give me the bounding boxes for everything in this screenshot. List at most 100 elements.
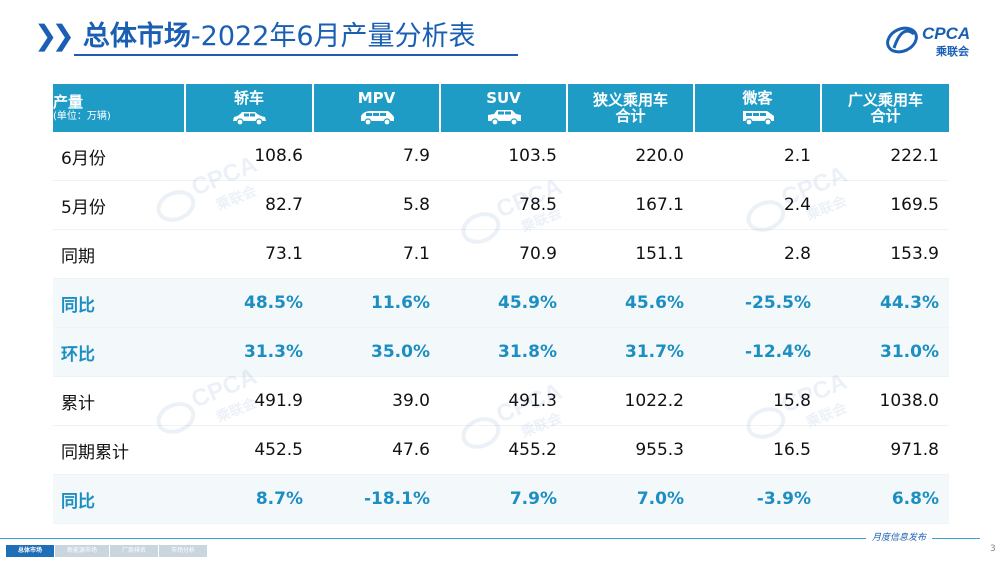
header-narrow-total-line1: 狭义乘用车 (592, 91, 668, 109)
table-row: 同期 73.1 7.1 70.9 151.1 2.8 153.9 (53, 229, 949, 279)
table-row: 6月份 108.6 7.9 103.5 220.0 2.1 222.1 (53, 132, 949, 181)
table-cell: 151.1 (567, 229, 694, 279)
cpca-logo: CPCA 乘联会 (886, 24, 970, 58)
page-title-group: ❯❯ 总体市场-2022年6月产量分析表 (34, 16, 476, 56)
header-production: 产量 (单位：万辆) (53, 84, 186, 132)
header-broad-total-line2: 合计 (870, 107, 901, 125)
header-narrow-total-line2: 合计 (615, 107, 646, 125)
table-cell: 31.7% (567, 327, 694, 377)
tab-overall-market[interactable]: 总体市场 (6, 545, 55, 557)
table-cell: 11.6% (313, 278, 440, 328)
page-title-bold: 总体市场 (82, 20, 191, 52)
row-label: 环比 (53, 327, 185, 377)
header-sedan: 轿车 (185, 84, 314, 132)
table-cell: 6.8% (821, 474, 949, 524)
table-row: 同期累计 452.5 47.6 455.2 955.3 16.5 971.8 (53, 425, 949, 475)
table-cell: 16.5 (694, 425, 821, 475)
table-cell: 5.8 (313, 180, 440, 230)
table-cell: 45.9% (440, 278, 567, 328)
row-label: 5月份 (53, 180, 185, 230)
table-cell: 15.8 (694, 376, 821, 426)
table-cell: 955.3 (567, 425, 694, 475)
table-cell: 169.5 (821, 180, 949, 230)
header-minivan: 微客 (694, 84, 822, 132)
table-cell: 44.3% (821, 278, 949, 328)
table-cell: 220.0 (567, 132, 694, 181)
header-unit: (单位：万辆) (53, 110, 111, 122)
page-title: 总体市场-2022年6月产量分析表 (83, 23, 476, 50)
mpv-icon (360, 111, 394, 126)
table-cell: 7.9% (440, 474, 567, 524)
logo-text: CPCA (922, 24, 970, 43)
footer-tabs: 总体市场 新能源市场 厂商排名 市场分析 (6, 545, 208, 557)
footer: 总体市场 新能源市场 厂商排名 市场分析 月度信息发布 3 (0, 516, 1004, 562)
header-production-label: 产量 (53, 92, 84, 111)
table-cell: 1022.2 (567, 376, 694, 426)
footer-divider (0, 538, 980, 539)
monthly-release-label: 月度信息发布 (866, 530, 933, 543)
table-cell: 31.8% (440, 327, 567, 377)
table-cell: -12.4% (694, 327, 821, 377)
table-cell: 167.1 (567, 180, 694, 230)
table-cell: 1038.0 (821, 376, 949, 426)
suv-icon (487, 110, 521, 126)
table-cell: 73.1 (185, 229, 313, 279)
header-broad-total-line1: 广义乘用车 (847, 91, 923, 109)
table-cell: 455.2 (440, 425, 567, 475)
table-cell: 2.1 (694, 132, 821, 181)
table-cell: 31.3% (185, 327, 313, 377)
header-suv-label: SUV (486, 89, 521, 107)
table-row: 5月份 82.7 5.8 78.5 167.1 2.4 169.5 (53, 180, 949, 230)
row-label: 同比 (53, 474, 185, 524)
sedan-icon (233, 112, 266, 126)
table-cell: 7.9 (313, 132, 440, 181)
table-cell: 47.6 (313, 425, 440, 475)
table-cell: 48.5% (185, 278, 313, 328)
header-minivan-label: 微客 (742, 89, 773, 107)
table-cell: 70.9 (440, 229, 567, 279)
table-cell: 491.3 (440, 376, 567, 426)
page-number: 3 (990, 544, 996, 554)
table-cell: 7.1 (313, 229, 440, 279)
table-cell: 103.5 (440, 132, 567, 181)
table-cell: -25.5% (694, 278, 821, 328)
table-cell: 78.5 (440, 180, 567, 230)
tab-market-analysis[interactable]: 市场分析 (159, 545, 208, 557)
header-broad-total: 广义乘用车 合计 (821, 84, 949, 132)
table-header-row: 产量 (单位：万辆) 轿车 MPV SUV (53, 84, 949, 132)
minivan-icon (742, 111, 774, 126)
tab-manufacturer-ranking[interactable]: 厂商排名 (110, 545, 159, 557)
header-sedan-label: 轿车 (233, 89, 264, 107)
logo-subtext: 乘联会 (935, 44, 970, 58)
table-cell: 39.0 (313, 376, 440, 426)
table-cell: 8.7% (185, 474, 313, 524)
production-table: 产量 (单位：万辆) 轿车 MPV SUV (53, 84, 949, 524)
title-underline (74, 54, 518, 56)
table-cell: 108.6 (185, 132, 313, 181)
page-title-rest: -2022年6月产量分析表 (190, 20, 476, 52)
table-cell: 45.6% (567, 278, 694, 328)
table-cell: 971.8 (821, 425, 949, 475)
table-cell: 452.5 (185, 425, 313, 475)
row-label: 同比 (53, 278, 185, 328)
header-mpv-label: MPV (357, 89, 396, 107)
table-row: 同比 48.5% 11.6% 45.9% 45.6% -25.5% 44.3% (53, 278, 949, 328)
table-cell: 7.0% (567, 474, 694, 524)
table-row: 环比 31.3% 35.0% 31.8% 31.7% -12.4% 31.0% (53, 327, 949, 377)
row-label: 同期 (53, 229, 185, 279)
header-suv: SUV (440, 84, 568, 132)
table-cell: 222.1 (821, 132, 949, 181)
table-cell: 82.7 (185, 180, 313, 230)
header-mpv: MPV (313, 84, 441, 132)
tab-new-energy-market[interactable]: 新能源市场 (55, 545, 110, 557)
table-cell: 153.9 (821, 229, 949, 279)
table-cell: -18.1% (313, 474, 440, 524)
header-narrow-total: 狭义乘用车 合计 (567, 84, 695, 132)
table-cell: 2.8 (694, 229, 821, 279)
table-cell: -3.9% (694, 474, 821, 524)
row-label: 同期累计 (53, 425, 185, 475)
row-label: 累计 (53, 376, 185, 426)
row-label: 6月份 (53, 132, 185, 181)
table-cell: 2.4 (694, 180, 821, 230)
table-row: 累计 491.9 39.0 491.3 1022.2 15.8 1038.0 (53, 376, 949, 426)
